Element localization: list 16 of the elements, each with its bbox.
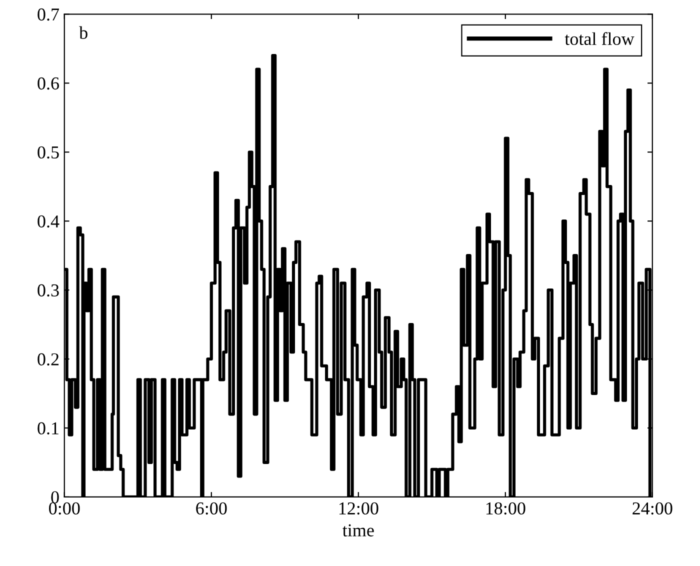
x-tick-label: 0:00: [49, 502, 80, 515]
y-tick-label: 0.6: [38, 77, 59, 90]
x-tick-label: 24:00: [632, 502, 672, 515]
y-tick-label: 0.2: [38, 353, 59, 366]
y-tick-label: 0.1: [38, 422, 58, 434]
legend-label: total flow: [564, 32, 634, 46]
y-tick-label: 0.4: [38, 215, 60, 228]
x-tick-label: 18:00: [486, 502, 526, 515]
y-tick-label: 0.7: [38, 8, 60, 21]
y-tick-label: 0.3: [38, 284, 59, 297]
x-axis-title: time: [342, 524, 374, 536]
y-tick-label: 0.5: [38, 146, 59, 159]
annotation: b: [79, 26, 88, 39]
x-tick-label: 6:00: [196, 502, 227, 515]
x-tick-label: 12:00: [339, 502, 378, 515]
y-tick-label: 0: [51, 491, 59, 504]
